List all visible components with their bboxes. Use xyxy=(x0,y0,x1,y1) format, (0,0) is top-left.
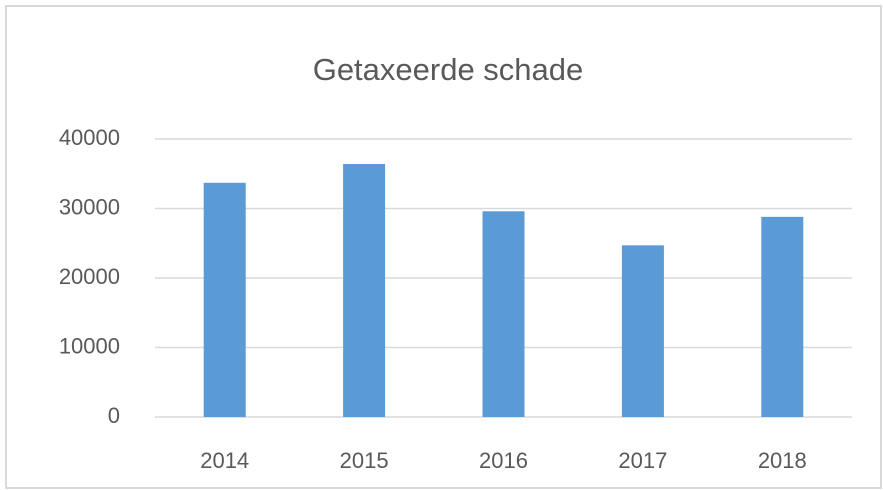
y-tick-label: 40000 xyxy=(59,125,120,150)
bar xyxy=(482,211,525,417)
y-tick-label: 10000 xyxy=(59,333,120,358)
x-tick-label: 2015 xyxy=(340,448,389,473)
chart-frame xyxy=(5,5,882,489)
bar xyxy=(203,182,246,417)
x-tick-label: 2014 xyxy=(200,448,249,473)
x-tick-label: 2016 xyxy=(479,448,528,473)
x-tick-label: 2017 xyxy=(618,448,667,473)
bar xyxy=(761,216,804,417)
y-tick-label: 30000 xyxy=(59,194,120,219)
bar xyxy=(343,164,386,417)
bar xyxy=(621,245,664,417)
x-tick-label: 2018 xyxy=(758,448,807,473)
y-tick-label: 20000 xyxy=(59,264,120,289)
y-tick-label: 0 xyxy=(108,403,120,428)
chart-title: Getaxeerde schade xyxy=(313,52,584,87)
